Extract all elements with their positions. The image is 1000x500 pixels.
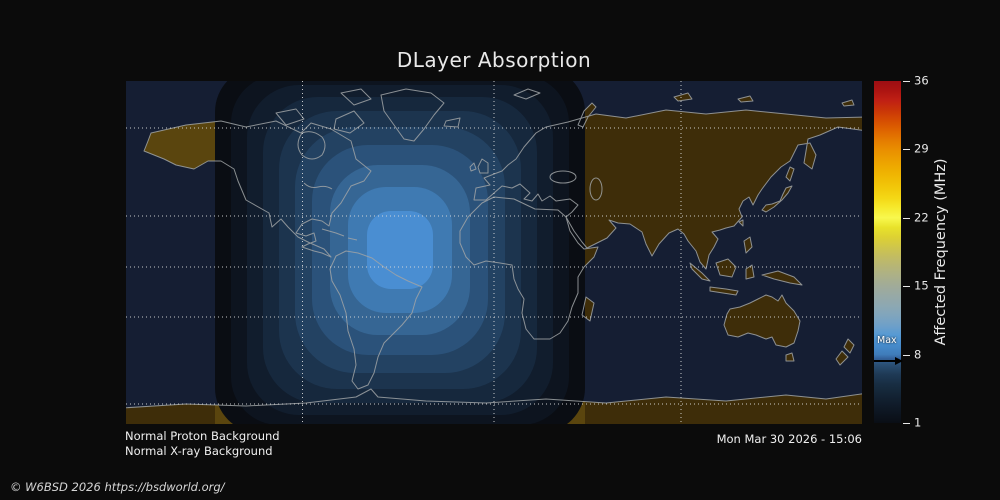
- colorbar-tick: [903, 81, 910, 82]
- colorbar-tick: [903, 286, 910, 288]
- graticule: [126, 81, 862, 424]
- page-title: DLayer Absorption: [396, 48, 592, 72]
- coastlines: [126, 88, 862, 424]
- svalbard-outline: [513, 88, 541, 100]
- world-map-svg: [126, 81, 862, 424]
- max-marker: Max: [873, 335, 903, 370]
- status-block: Normal Proton Background Normal X-ray Ba…: [125, 429, 280, 459]
- status-xray: Normal X-ray Background: [125, 444, 273, 458]
- absorption-band-9: [367, 211, 433, 289]
- colorbar-tick-label: 1: [914, 415, 922, 430]
- colorbar-tick-label: 8: [914, 346, 922, 361]
- max-arrow-icon: [874, 356, 903, 365]
- copyright: © W6BSD 2026 https://bsdworld.org/: [10, 480, 225, 494]
- great-lakes-outline: [303, 182, 333, 190]
- colorbar-tick: [903, 149, 910, 151]
- colorbar-gradient: [874, 81, 901, 423]
- colorbar-tick: [903, 423, 910, 424]
- status-proton: Normal Proton Background: [125, 429, 280, 443]
- colorbar-axis-label: Affected Frequency (MHz): [933, 158, 949, 346]
- world-map: [126, 81, 862, 424]
- caribbean-outline: [321, 228, 358, 241]
- colorbar-tick-label: 36: [914, 73, 929, 88]
- colorbar-tick: [903, 354, 910, 356]
- timestamp: Mon Mar 30 2026 - 15:06: [716, 432, 862, 446]
- hudson-bay-outline: [297, 131, 326, 160]
- colorbar-tick-label: 15: [914, 278, 929, 293]
- black-sea-outline: [549, 170, 577, 184]
- caspian-sea-outline: [589, 177, 603, 201]
- colorbar-tick-label: 29: [914, 141, 929, 156]
- colorbar-tick-label: 22: [914, 210, 929, 225]
- max-marker-label: Max: [877, 334, 897, 346]
- colorbar-tick: [903, 217, 910, 219]
- absorption-contours: [215, 81, 585, 424]
- colorbar: 36 29 22 15 8 1 Max: [873, 73, 993, 429]
